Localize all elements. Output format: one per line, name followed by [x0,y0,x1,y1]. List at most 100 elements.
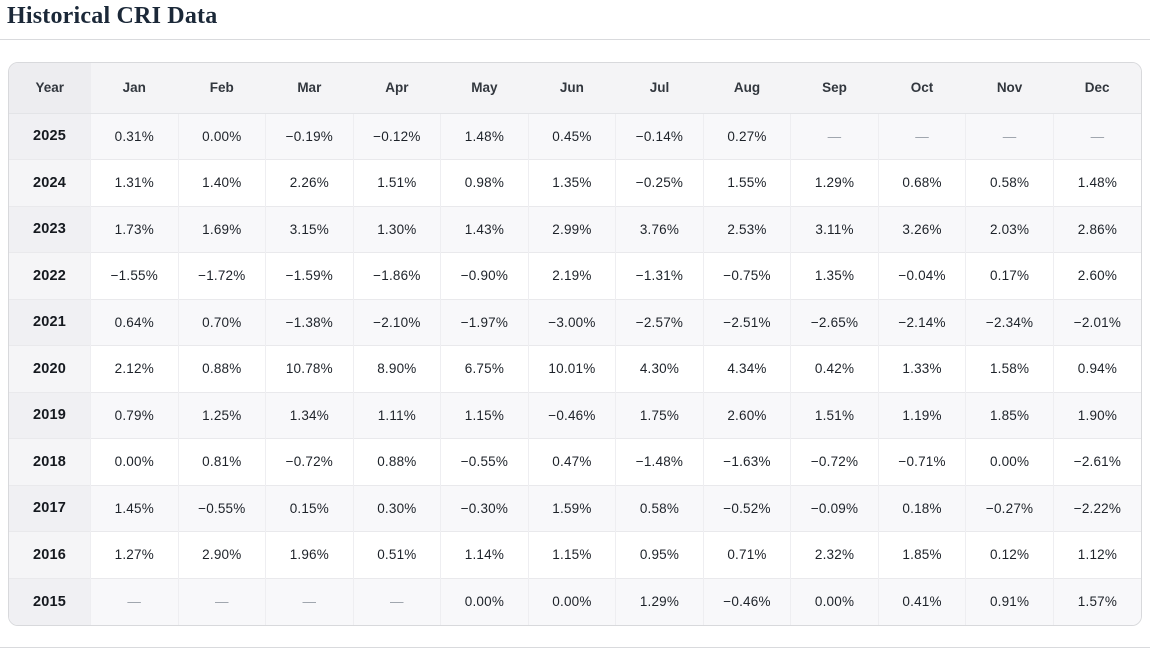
value-cell: −3.00% [527,298,616,346]
value-cell: 1.48% [440,113,529,160]
value-cell: −0.27% [965,484,1054,532]
table-row: 2022 −1.55% −1.72% −1.59% −1.86% −0.90% 2.19% −… [9,252,1141,299]
value-cell: −2.61% [1052,438,1141,485]
value-cell: 2.12% [90,345,179,392]
value-cell: 1.35% [790,252,879,299]
value-cell: 2.26% [265,159,354,206]
value-cell: 0.18% [877,484,966,532]
year-cell: 2021 [9,298,91,346]
table-row: 2018 0.00% 0.81% −0.72% 0.88% −0.55% 0.47% −1.4… [9,438,1141,485]
value-cell: 1.75% [615,391,704,439]
value-cell: 0.31% [90,113,179,160]
column-header-dec: Dec [1053,63,1141,114]
value-cell: 1.57% [1052,577,1141,625]
column-header-feb: Feb [178,63,266,114]
table-row: 2023 1.73% 1.69% 3.15% 1.30% 1.43% 2.99% 3.76% 2… [9,205,1141,253]
table-row: 2017 1.45% −0.55% 0.15% 0.30% −0.30% 1.59% 0.58… [9,484,1141,532]
value-cell: 1.58% [965,345,1054,392]
column-header-year: Year [9,63,91,114]
table-body: 2025 0.31% 0.00% −0.19% −0.12% 1.48% 0.45% −0.1… [9,113,1141,625]
title-divider [0,39,1150,40]
value-cell: −0.90% [440,252,529,299]
value-cell: −2.22% [1052,484,1141,532]
value-cell: 0.45% [527,113,616,160]
value-cell: 0.00% [790,577,879,625]
value-cell: 1.30% [352,205,441,253]
value-cell: −0.55% [440,438,529,485]
value-cell: −0.14% [615,113,704,160]
value-cell: 3.11% [790,205,879,253]
value-cell: 1.14% [440,531,529,578]
table-row: 2024 1.31% 1.40% 2.26% 1.51% 0.98% 1.35% −0.25%… [9,159,1141,206]
value-cell: 6.75% [440,345,529,392]
value-cell: 0.95% [615,531,704,578]
value-cell: −2.14% [877,298,966,346]
value-cell: 0.00% [527,577,616,625]
value-cell: −0.46% [702,577,791,625]
historical-cri-table: Year Jan Feb Mar Apr May Jun Jul Aug Sep Oct Nov Dec… [8,62,1142,626]
value-cell: 0.81% [177,438,266,485]
value-cell: 0.94% [1052,345,1141,392]
value-cell: 2.60% [702,391,791,439]
value-cell: −0.12% [352,113,441,160]
value-cell: −0.30% [440,484,529,532]
column-header-may: May [440,63,529,114]
value-cell: −0.72% [265,438,354,485]
column-header-nov: Nov [965,63,1054,114]
value-cell: −2.34% [965,298,1054,346]
value-cell: — [877,113,966,160]
value-cell: 1.45% [90,484,179,532]
value-cell: 0.41% [877,577,966,625]
value-cell: 1.90% [1052,391,1141,439]
value-cell: 0.30% [352,484,441,532]
table-header-row: Year Jan Feb Mar Apr May Jun Jul Aug Sep Oct Nov Dec [9,63,1141,114]
value-cell: — [90,577,179,625]
value-cell: 0.00% [965,438,1054,485]
year-cell: 2015 [9,577,91,625]
table-row: 2025 0.31% 0.00% −0.19% −0.12% 1.48% 0.45% −0.1… [9,113,1141,160]
column-header-mar: Mar [265,63,354,114]
value-cell: 0.00% [177,113,266,160]
value-cell: 0.68% [877,159,966,206]
column-header-aug: Aug [703,63,791,114]
value-cell: −1.55% [90,252,179,299]
column-header-sep: Sep [790,63,879,114]
value-cell: −0.25% [615,159,704,206]
value-cell: 1.40% [177,159,266,206]
value-cell: 0.64% [90,298,179,346]
table-row: 2021 0.64% 0.70% −1.38% −2.10% −1.97% −3.00% −2… [9,298,1141,346]
column-header-jan: Jan [90,63,179,114]
value-cell: 3.15% [265,205,354,253]
value-cell: — [965,113,1054,160]
value-cell: −1.38% [265,298,354,346]
value-cell: −1.86% [352,252,441,299]
year-cell: 2017 [9,484,91,532]
cri-data-table: Year Jan Feb Mar Apr May Jun Jul Aug Sep Oct Nov Dec… [9,63,1141,625]
value-cell: 0.88% [352,438,441,485]
year-cell: 2022 [9,252,91,299]
table-header: Year Jan Feb Mar Apr May Jun Jul Aug Sep Oct Nov Dec [9,63,1141,114]
value-cell: 0.71% [702,531,791,578]
value-cell: −2.51% [702,298,791,346]
column-header-jul: Jul [615,63,704,114]
column-header-oct: Oct [878,63,966,114]
value-cell: −0.19% [265,113,354,160]
value-cell: 10.01% [527,345,616,392]
value-cell: 0.58% [965,159,1054,206]
value-cell: — [790,113,879,160]
value-cell: 1.69% [177,205,266,253]
value-cell: 0.42% [790,345,879,392]
value-cell: 1.85% [965,391,1054,439]
value-cell: 4.30% [615,345,704,392]
year-cell: 2016 [9,531,91,578]
value-cell: 1.31% [90,159,179,206]
value-cell: 1.48% [1052,159,1141,206]
value-cell: 0.15% [265,484,354,532]
value-cell: −1.72% [177,252,266,299]
value-cell: −0.72% [790,438,879,485]
value-cell: 2.53% [702,205,791,253]
value-cell: 1.11% [352,391,441,439]
value-cell: 3.76% [615,205,704,253]
value-cell: −1.48% [615,438,704,485]
table-row: 2020 2.12% 0.88% 10.78% 8.90% 6.75% 10.01% 4.30… [9,345,1141,392]
